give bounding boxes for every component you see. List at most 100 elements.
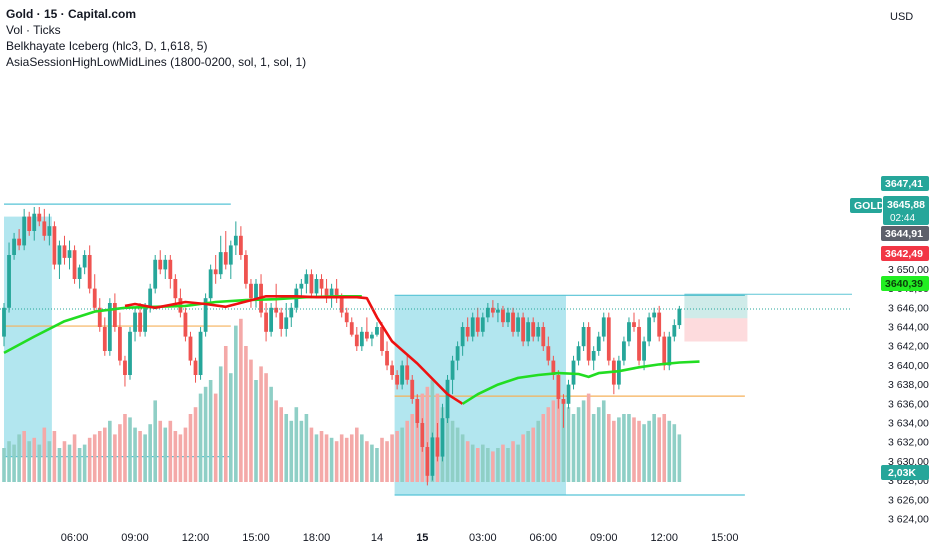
volume-bar	[309, 427, 314, 482]
volume-bar	[465, 441, 470, 482]
volume-bar	[541, 414, 546, 482]
candle	[385, 341, 389, 371]
candle	[455, 341, 460, 371]
candle	[183, 307, 188, 342]
session-box-1	[4, 216, 52, 457]
price-tick-label: 3 644,00	[888, 322, 929, 334]
candle	[208, 264, 213, 303]
time-tick-label: 15	[416, 532, 428, 544]
candle-body	[627, 322, 631, 342]
candle	[213, 255, 218, 284]
candle	[238, 226, 243, 260]
legend-iceberg[interactable]: Belkhayate Iceberg (hlc3, D, 1,618, 5)	[6, 39, 208, 53]
candle	[672, 319, 677, 342]
legend-asia-session[interactable]: AsiaSessionHighLowMidLines (1800-0200, s…	[6, 55, 307, 69]
candle	[536, 322, 541, 342]
volume-bar	[647, 420, 651, 482]
candle-body	[334, 288, 339, 299]
price-tick-label: 3 634,00	[888, 418, 929, 430]
candle-body	[405, 365, 410, 380]
candle-body	[344, 312, 349, 323]
volume-bar	[27, 441, 31, 482]
volume-bar	[496, 448, 500, 482]
candles	[2, 207, 682, 486]
volume-bar	[344, 437, 349, 482]
volume-bar	[133, 427, 137, 482]
candle	[606, 312, 611, 366]
candle-body	[601, 317, 606, 337]
volume-bar	[501, 444, 505, 482]
gold-label-bg	[850, 198, 882, 213]
candle-body	[667, 336, 672, 366]
volume-bar	[173, 431, 178, 482]
volume-bar	[294, 407, 299, 482]
currency-label[interactable]: USD	[890, 11, 913, 23]
candle-body	[102, 327, 107, 351]
candle	[370, 331, 374, 347]
candle	[324, 279, 329, 303]
candle	[198, 327, 203, 380]
candle	[244, 250, 248, 289]
candle	[279, 307, 284, 337]
candle-body	[490, 307, 495, 313]
time-axis[interactable]	[0, 522, 852, 550]
candle-body	[586, 327, 591, 361]
time-tick-label: 12:00	[650, 532, 678, 544]
time-tick-label: 06:00	[61, 532, 89, 544]
candle	[410, 375, 415, 404]
volume-bar	[349, 434, 354, 482]
candle-body	[67, 250, 72, 258]
candle-body	[249, 283, 253, 299]
candle	[405, 355, 410, 385]
candle-body	[27, 216, 32, 231]
candle	[233, 221, 238, 255]
candle-body	[304, 274, 309, 284]
candle	[254, 279, 258, 308]
candle-body	[2, 307, 6, 337]
candle	[158, 250, 163, 275]
candle	[677, 305, 682, 329]
volume-bar	[92, 434, 97, 482]
legend-title[interactable]: Gold · 15 · Capital.com	[6, 7, 137, 21]
volume-bar	[415, 400, 420, 482]
candle	[541, 322, 546, 351]
volume-bar	[52, 431, 57, 482]
volume-bar	[576, 407, 581, 482]
volume-bar	[430, 380, 435, 482]
candle-body	[455, 346, 460, 361]
volume-bar	[622, 414, 626, 482]
volume-bar	[264, 373, 268, 482]
volume-bar	[143, 434, 147, 482]
candle-body	[289, 307, 294, 318]
volume-bar	[455, 427, 460, 482]
legend-volume[interactable]: Vol · Ticks	[6, 23, 61, 37]
candle	[425, 442, 430, 486]
candle-body	[475, 317, 480, 332]
candle	[354, 327, 359, 351]
candle-body	[400, 365, 405, 385]
candle-body	[354, 334, 359, 347]
volume-bar	[239, 318, 243, 482]
volume-bar	[72, 434, 77, 482]
candle	[375, 322, 379, 337]
volume-bar	[450, 420, 455, 482]
price-axis[interactable]	[852, 0, 932, 550]
volume-bar	[546, 407, 551, 482]
volume-bar	[2, 448, 6, 482]
candle-body	[42, 221, 47, 236]
volume-bar	[218, 366, 223, 482]
candle	[591, 346, 596, 371]
volume-bar	[153, 400, 157, 482]
candle	[632, 312, 636, 332]
session-lines	[4, 203, 745, 496]
candle	[450, 355, 455, 395]
candle-body	[551, 360, 556, 375]
volume-bar	[355, 427, 359, 482]
candle	[143, 303, 148, 337]
position-target-zone	[684, 294, 748, 319]
candle	[92, 274, 97, 313]
candle	[586, 322, 591, 366]
candle-body	[143, 307, 148, 332]
time-tick-label: 03:00	[469, 532, 497, 544]
